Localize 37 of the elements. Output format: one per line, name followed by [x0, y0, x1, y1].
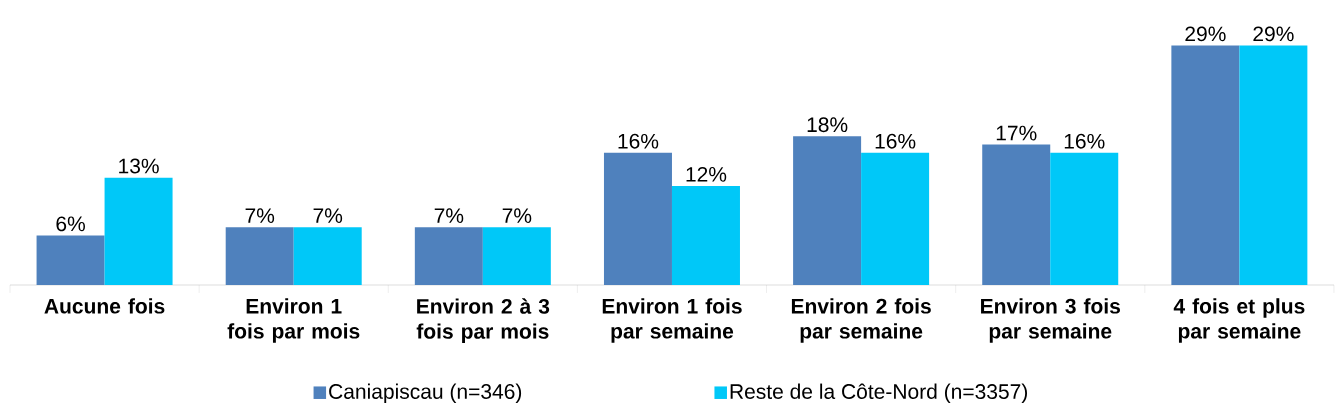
data-label: 7% [313, 208, 343, 223]
bar [225, 227, 294, 285]
bar [36, 235, 105, 285]
x-tick-label: 4 fois et plus par semaine [1173, 298, 1305, 343]
bar [482, 227, 551, 285]
data-label: 17% [996, 125, 1037, 141]
bar [603, 152, 672, 285]
bar [861, 152, 930, 285]
data-label: 16% [1064, 133, 1105, 149]
data-label: 6% [56, 216, 85, 232]
data-label: 16% [618, 133, 659, 149]
data-label: 7% [434, 208, 464, 223]
x-tick-label: Environ 3 fois par semaine [981, 298, 1120, 343]
x-tick-label: Environ 1 fois par semaine [602, 298, 742, 343]
data-label: 7% [245, 208, 275, 223]
bar [293, 227, 362, 285]
bar [104, 177, 173, 285]
data-label: 29% [1185, 26, 1226, 42]
data-label: 18% [807, 117, 848, 133]
legend-label: Caniapiscau (n=346) [329, 383, 522, 404]
bar [1239, 45, 1308, 285]
bar [982, 144, 1051, 285]
x-tick-label: Environ 2 à 3 fois par mois [416, 298, 550, 343]
x-tick-label: Environ 1 fois par mois [227, 298, 360, 343]
bar [1171, 45, 1240, 285]
legend-label: Reste de la Côte-Nord (n=3357) [730, 383, 1028, 404]
x-tick-label: Aucune fois [44, 298, 165, 314]
bar [671, 185, 740, 285]
bar [793, 136, 862, 285]
data-label: 13% [119, 158, 159, 174]
x-tick-label: Environ 2 fois par semaine [791, 298, 931, 343]
data-label: 7% [502, 208, 532, 223]
data-label: 29% [1253, 26, 1294, 42]
data-label: 16% [875, 133, 916, 149]
data-label: 12% [686, 166, 727, 182]
bar [414, 227, 483, 285]
bar [1050, 152, 1119, 285]
